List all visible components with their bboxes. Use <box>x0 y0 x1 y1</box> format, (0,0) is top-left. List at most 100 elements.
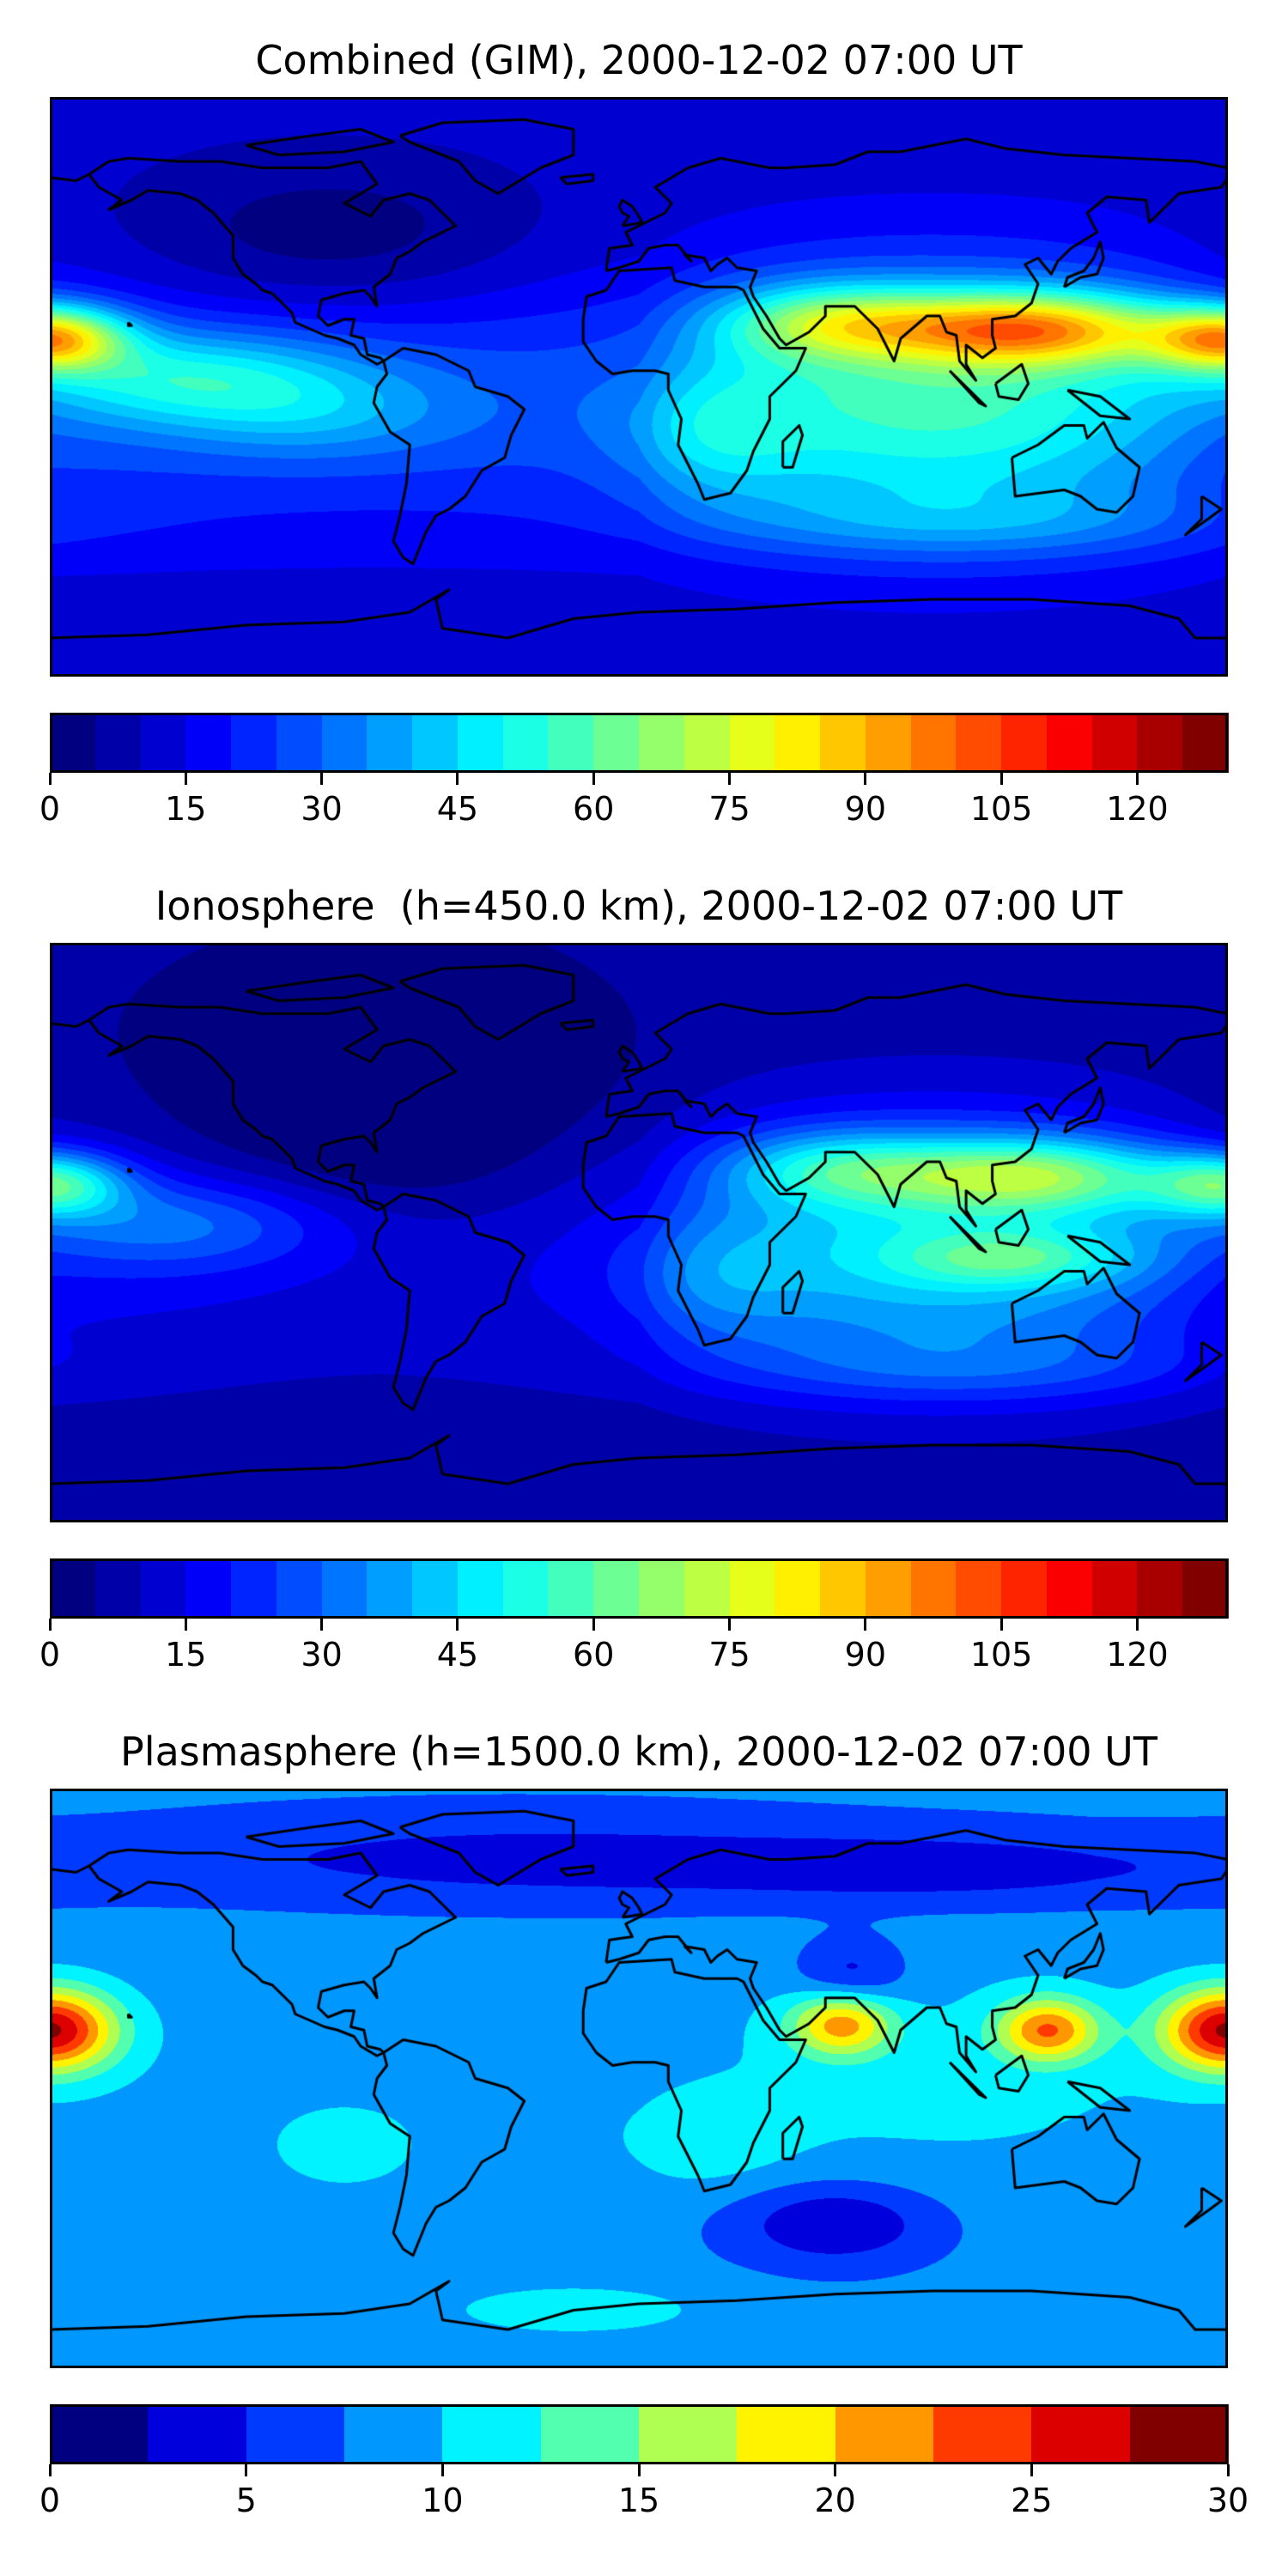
colorbar-bin <box>140 713 186 773</box>
colorbar-bin <box>548 1558 594 1619</box>
colorbar-tick-label: 120 <box>1106 790 1169 828</box>
colorbar-tick <box>864 1619 867 1631</box>
colorbar-bin <box>775 1558 821 1619</box>
colorbar-bin <box>367 1558 413 1619</box>
colorbar-bin <box>50 1558 96 1619</box>
colorbar-bin <box>231 1558 277 1619</box>
colorbar-bin <box>321 1558 368 1619</box>
colorbar-bin <box>50 2404 149 2464</box>
colorbar-tick <box>1135 1619 1139 1631</box>
colorbar-tick <box>999 1619 1003 1631</box>
colorbar-bin <box>1046 713 1093 773</box>
colorbar-tick-label: 30 <box>1206 2482 1249 2519</box>
colorbar-tick <box>864 773 867 785</box>
colorbar: 0 15 30 45 60 75 90 105 120 <box>39 1558 1229 1674</box>
colorbar-bin <box>502 1558 550 1619</box>
colorbar-tick-label: 75 <box>708 790 750 828</box>
colorbar-tick-label: 5 <box>235 2482 257 2519</box>
colorbar-tick-label: 90 <box>844 1636 887 1674</box>
chart-title: Plasmasphere (h=1500.0 km), 2000-12-02 0… <box>120 1728 1157 1775</box>
colorbar-bin <box>593 713 640 773</box>
tec-map <box>50 943 1228 1522</box>
colorbar-bin <box>683 1558 731 1619</box>
colorbar-bin <box>593 1558 640 1619</box>
colorbar-tick <box>245 2464 248 2476</box>
colorbar-tick-label: 20 <box>814 2482 856 2519</box>
colorbar-tick <box>320 773 324 785</box>
colorbar-tick <box>456 1619 459 1631</box>
colorbar-bin <box>412 1558 459 1619</box>
colorbar-bin <box>1091 713 1139 773</box>
colorbar-bin <box>442 2404 542 2464</box>
colorbar-tick-label: 45 <box>436 790 479 828</box>
colorbar-bin <box>140 1558 186 1619</box>
colorbar-tick <box>999 773 1003 785</box>
colorbar-bin <box>367 713 413 773</box>
colorbar-tick <box>456 773 459 785</box>
colorbar-bin <box>246 2404 345 2464</box>
colorbar-bin <box>185 1558 232 1619</box>
contour-field <box>50 1789 1228 2368</box>
colorbar-tick-label: 15 <box>165 1636 207 1674</box>
colorbar-tick-label: 30 <box>301 1636 343 1674</box>
colorbar-bins <box>50 1558 1229 1619</box>
colorbar-tick <box>48 773 52 785</box>
colorbar-tick-label: 75 <box>708 1636 750 1674</box>
colorbar-bin <box>276 713 323 773</box>
colorbar-bin <box>683 713 731 773</box>
colorbar-bin <box>412 713 459 773</box>
colorbar-tick <box>440 2464 444 2476</box>
colorbar-tick <box>320 1619 324 1631</box>
colorbar-bin <box>276 1558 323 1619</box>
colorbar-tick-label: 60 <box>573 790 615 828</box>
colorbar-bin <box>502 713 550 773</box>
colorbar-bin <box>820 713 866 773</box>
colorbar-tick-label: 10 <box>422 2482 464 2519</box>
colorbar-bin <box>185 713 232 773</box>
chart-title: Combined (GIM), 2000-12-02 07:00 UT <box>255 37 1023 83</box>
colorbar-bin <box>737 2404 836 2464</box>
colorbar-tick-label: 45 <box>436 1636 479 1674</box>
colorbar-tick <box>1030 2464 1033 2476</box>
colorbar-bin <box>1182 713 1229 773</box>
colorbar-bin <box>457 713 504 773</box>
colorbar: 0 15 30 45 60 75 90 105 120 <box>39 713 1229 828</box>
colorbar-bin <box>1031 2404 1131 2464</box>
colorbar-tick-label: 105 <box>969 1636 1033 1674</box>
colorbar-tick <box>48 1619 52 1631</box>
chart-title: Ionosphere (h=450.0 km), 2000-12-02 07:0… <box>155 883 1123 929</box>
tec-map <box>50 97 1228 677</box>
colorbar-tick <box>728 1619 732 1631</box>
colorbar-tick <box>184 1619 187 1631</box>
colorbar-tick-label: 0 <box>39 2482 61 2519</box>
colorbar-bin <box>1001 1558 1048 1619</box>
colorbar-bin <box>1137 1558 1183 1619</box>
colorbar-bin <box>231 713 277 773</box>
colorbar-bin <box>540 2404 640 2464</box>
colorbar-tick <box>1226 2464 1230 2476</box>
colorbar-tick <box>637 2464 641 2476</box>
map-frame <box>50 943 1228 1522</box>
tec-map <box>50 1789 1228 2368</box>
colorbar-tick-label: 0 <box>39 790 61 828</box>
colorbar-tick <box>592 773 595 785</box>
colorbar-bin <box>639 2404 738 2464</box>
colorbar: 0 5 10 15 20 25 30 <box>39 2404 1249 2519</box>
colorbar-tick <box>728 773 732 785</box>
colorbar-tick <box>592 1619 595 1631</box>
colorbar-bin <box>1046 1558 1093 1619</box>
colorbar-tick <box>1135 773 1139 785</box>
contour-field <box>50 97 1228 677</box>
colorbar-frame <box>50 1558 1228 1619</box>
contour-field <box>50 943 1228 1522</box>
colorbar-bin <box>94 1558 142 1619</box>
colorbar-frame <box>50 2404 1228 2464</box>
colorbar-bin <box>548 713 594 773</box>
colorbar-bin <box>344 2404 444 2464</box>
colorbar-tick-label: 105 <box>969 790 1033 828</box>
colorbar-bin <box>1129 2404 1229 2464</box>
map-frame <box>50 97 1228 677</box>
colorbar-tick-label: 30 <box>301 790 343 828</box>
colorbar-bins <box>50 2404 1229 2464</box>
colorbar-bin <box>865 1558 912 1619</box>
